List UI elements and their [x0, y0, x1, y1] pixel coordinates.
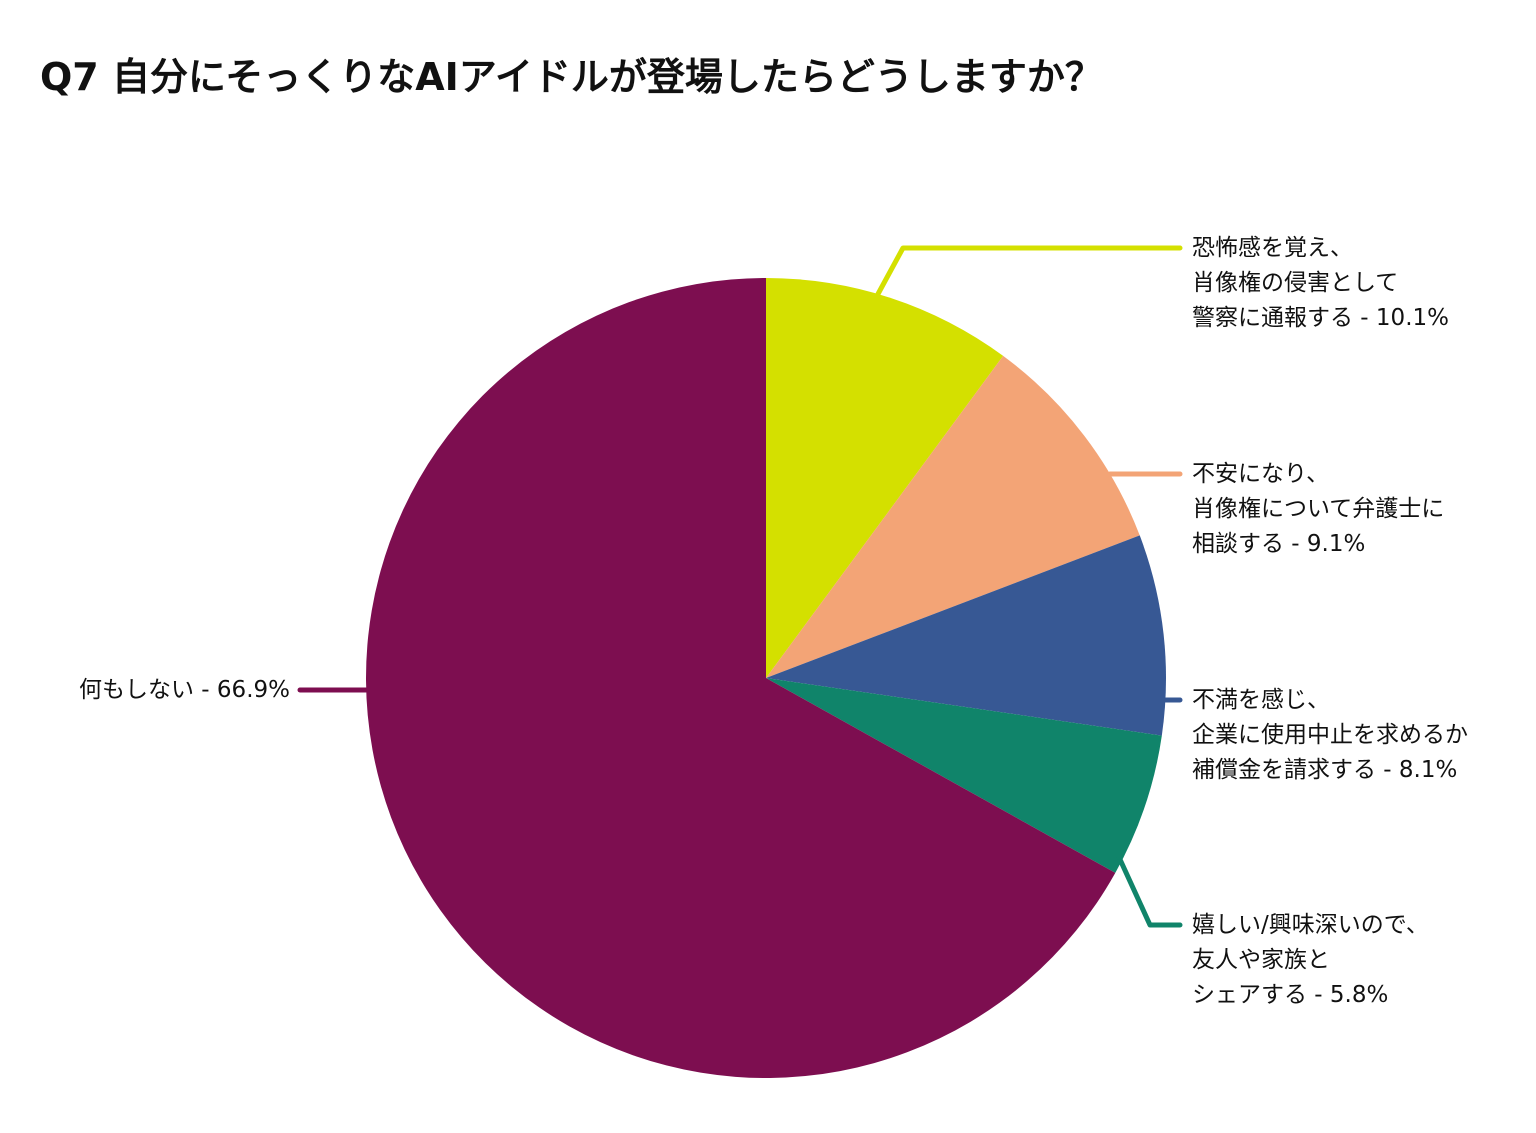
slice-label-2: 不満を感じ、 企業に使用中止を求めるか 補償金を請求する - 8.1% [1192, 687, 1468, 783]
leader-line-0 [875, 245, 1183, 297]
pie-slice-3 [766, 678, 1162, 873]
pie-slice-1 [766, 355, 1140, 678]
pie-slice-2 [766, 535, 1166, 736]
leader-line-3 [1115, 852, 1183, 928]
slice-label-1: 不安になり、 肖像権について弁護士に 相談する - 9.1% [1192, 461, 1445, 557]
pie-slice-4 [366, 278, 1116, 1078]
slice-label-4: 何もしない - 66.9% [79, 677, 290, 703]
slice-label-0: 恐怖感を覚え、 肖像権の侵害として 警察に通報する - 10.1% [1192, 235, 1449, 331]
pie-slice-0 [766, 278, 1004, 678]
slice-label-3: 嬉しい/興味深いので、 友人や家族と シェアする - 5.8% [1192, 912, 1429, 1008]
chart-title: Q7 自分にそっくりなAIアイドルが登場したらどうしますか？ [40, 55, 1103, 99]
